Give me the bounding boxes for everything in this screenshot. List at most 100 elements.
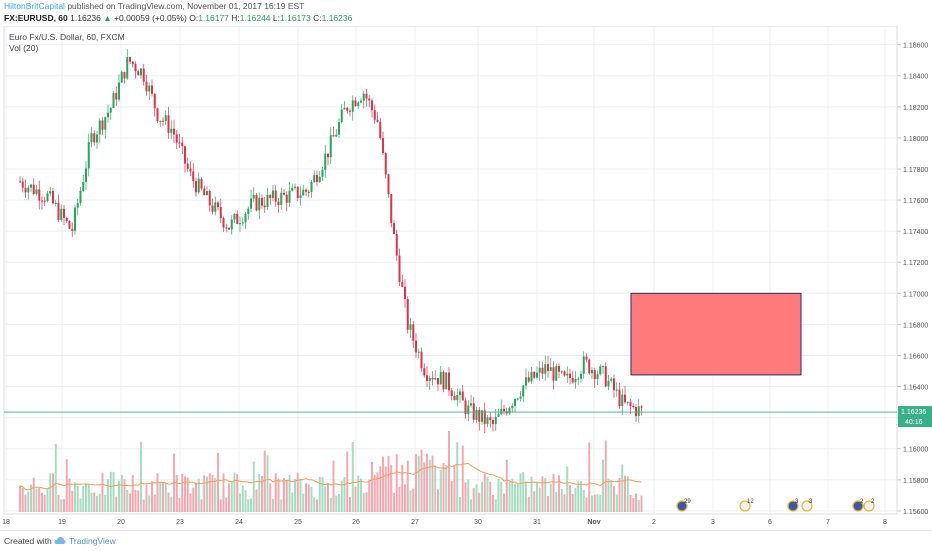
volume-bar — [101, 472, 104, 512]
volume-bar — [200, 499, 203, 512]
volume-bar — [291, 492, 294, 512]
candle-body — [65, 217, 68, 222]
volume-bar — [635, 493, 637, 512]
candle-body — [541, 367, 544, 374]
candle-body — [283, 192, 285, 195]
candle-body — [346, 107, 349, 111]
volume-bar — [109, 471, 112, 512]
volume-bar — [285, 480, 288, 512]
volume-bar — [393, 492, 395, 512]
volume-bar — [354, 486, 357, 512]
volume-bar — [593, 494, 596, 512]
author-link[interactable]: HiltonBritCapital — [4, 1, 65, 11]
volume-bar — [453, 466, 456, 512]
candle-body — [206, 191, 208, 196]
candle-body — [618, 389, 621, 407]
volume-legend[interactable]: Vol (20) — [9, 43, 39, 53]
volume-bar — [398, 486, 401, 512]
volume-bar — [148, 495, 151, 512]
volume-bar — [178, 497, 181, 512]
x-tick-label: 7 — [826, 519, 830, 526]
candle-body — [632, 405, 635, 408]
high-label: H: — [231, 13, 240, 23]
volume-bar — [478, 492, 481, 512]
volume-bar — [640, 495, 643, 512]
candle-body — [30, 184, 32, 188]
candle-body — [186, 163, 189, 169]
last-price-label: 1.16236 — [901, 409, 926, 416]
candle-body — [390, 194, 393, 224]
event-flag-count: 2 — [860, 499, 864, 505]
candle-body — [492, 420, 494, 424]
candle-body — [197, 178, 200, 193]
volume-bar — [236, 474, 239, 512]
volume-bar — [475, 484, 478, 512]
volume-bar — [497, 478, 500, 512]
volume-bar — [387, 456, 390, 512]
candle-body — [571, 378, 574, 383]
x-tick-label: 2 — [652, 519, 656, 526]
volume-bar — [483, 473, 486, 512]
volume-bar — [98, 493, 101, 512]
volume-bar — [19, 485, 21, 512]
candle-body — [134, 64, 137, 72]
low-value: 1.16173 — [280, 13, 311, 23]
volume-bar — [68, 478, 71, 512]
candle-body — [49, 191, 52, 194]
candle-body — [71, 228, 74, 231]
volume-bar — [560, 488, 563, 512]
candle-body — [228, 227, 230, 230]
candle-body — [241, 222, 244, 224]
volume-bar — [74, 482, 76, 512]
volume-bar — [343, 477, 346, 512]
volume-bar — [470, 499, 472, 512]
candle-body — [519, 396, 522, 399]
volume-bar — [60, 499, 63, 512]
volume-bar — [522, 472, 525, 512]
candle-body — [393, 223, 395, 235]
volume-bar — [349, 496, 351, 512]
candle-body — [104, 117, 107, 130]
candle-body — [175, 134, 178, 143]
candle-body — [585, 356, 588, 360]
volume-bar — [104, 494, 107, 512]
candle-body — [527, 377, 530, 382]
candle-body — [516, 398, 519, 400]
symbol-label[interactable]: FX:EURUSD, 60 — [4, 13, 68, 23]
candle-body — [549, 367, 552, 371]
candle-body — [464, 400, 467, 415]
volume-bar — [32, 477, 35, 512]
volume-bar — [492, 494, 494, 512]
volume-bar — [629, 495, 632, 512]
volume-bar — [192, 487, 195, 512]
candle-body — [629, 401, 632, 406]
volume-bar — [437, 489, 439, 512]
volume-bar — [153, 494, 156, 512]
price-chart-svg[interactable]: 1.18600 1.18400 1.18200 1.18000 1.17800 1.176… — [0, 26, 932, 530]
volume-bar — [296, 472, 299, 512]
candle-body — [269, 194, 272, 199]
volume-bar — [525, 481, 527, 512]
candle-body — [63, 208, 65, 218]
series-legend[interactable]: Euro Fx/U.S. Dollar, 60, FXCM — [9, 32, 125, 42]
volume-bar — [420, 449, 423, 512]
tradingview-brand[interactable]: TradingView — [69, 536, 116, 546]
candle-body — [596, 374, 599, 380]
volume-bar — [371, 461, 373, 512]
candle-body — [417, 351, 420, 353]
candle-body — [24, 187, 27, 193]
volume-bar — [632, 498, 635, 512]
event-flag-icon — [863, 500, 875, 512]
plot-frame — [3, 26, 898, 515]
volume-bar — [233, 472, 236, 512]
volume-bar — [241, 485, 244, 512]
close-value: 1.16236 — [321, 13, 353, 23]
volume-bar — [610, 480, 613, 512]
chart-area[interactable]: 1.18600 1.18400 1.18200 1.18000 1.17800 1.176… — [0, 26, 932, 530]
volume-bar — [120, 474, 123, 512]
volume-bar — [580, 481, 582, 512]
volume-bar — [211, 474, 214, 512]
candle-body — [79, 190, 82, 204]
candle-body — [203, 188, 206, 196]
volume-bar — [426, 453, 428, 512]
